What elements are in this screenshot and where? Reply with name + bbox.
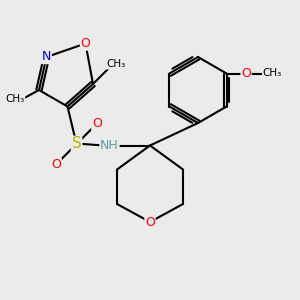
Text: O: O [145,215,155,229]
Text: CH₃: CH₃ [262,68,282,79]
Text: CH₃: CH₃ [5,94,25,104]
Text: O: O [241,67,251,80]
Text: O: O [92,117,102,130]
Text: S: S [72,136,81,152]
Text: O: O [81,37,90,50]
Text: O: O [51,158,61,171]
Text: CH₃: CH₃ [106,59,126,69]
Text: N: N [42,50,51,64]
Text: NH: NH [100,139,119,152]
